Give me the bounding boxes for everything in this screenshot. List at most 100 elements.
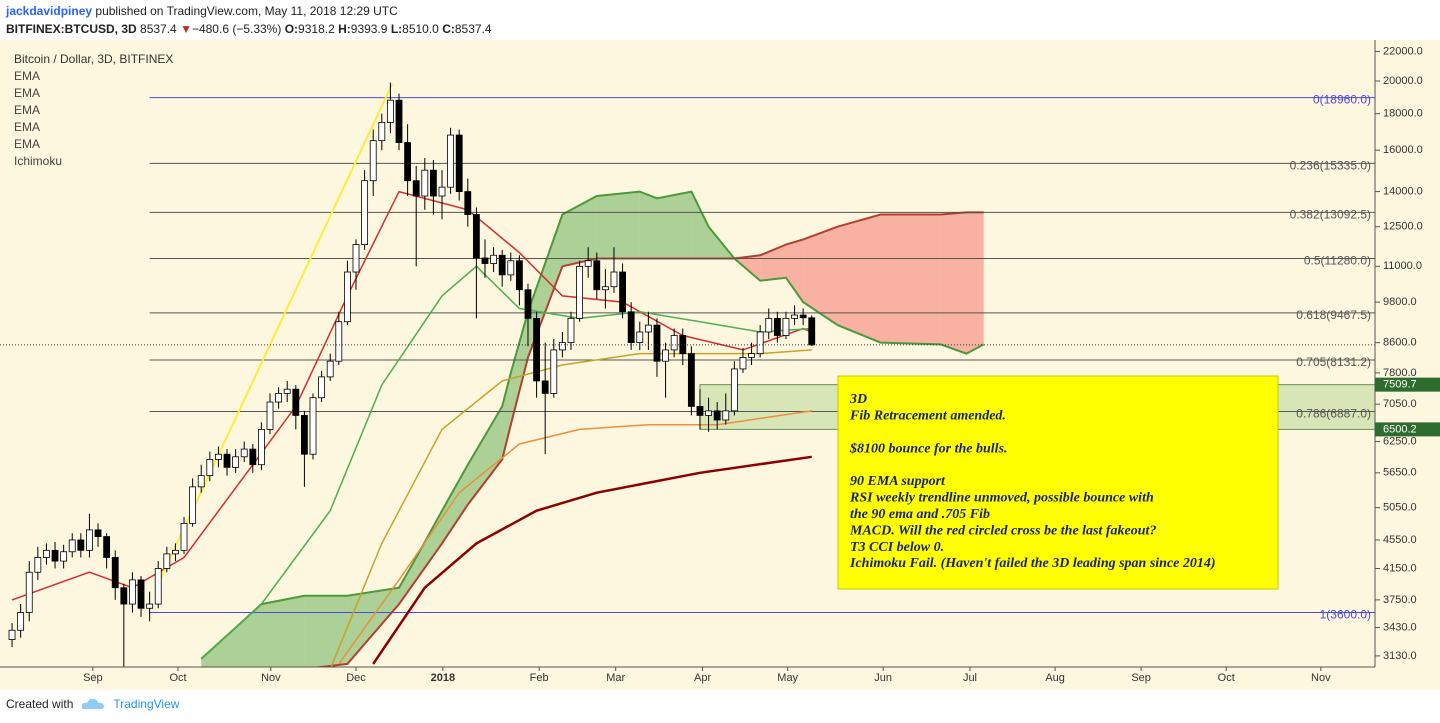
candle-body <box>644 324 652 333</box>
candle-body <box>343 271 351 323</box>
candle-body <box>610 271 618 288</box>
x-tick-label: Feb <box>530 672 549 684</box>
candle-body <box>94 529 102 537</box>
candle-body <box>472 214 480 259</box>
fib-label: 0.786(6887.0) <box>1296 407 1371 421</box>
last: 8537.4 <box>140 22 177 36</box>
candle-body <box>17 612 25 631</box>
candle-body <box>576 265 583 319</box>
cloud <box>304 595 348 667</box>
candle-body <box>43 549 50 558</box>
candle-body <box>240 448 248 458</box>
candle-body <box>438 186 446 197</box>
candle-body <box>421 169 429 197</box>
candle-body <box>369 140 377 182</box>
x-tick-label: May <box>777 672 798 684</box>
zone-label: 6500.2 <box>1383 423 1417 435</box>
annotation-line: Ichimoku Fail. (Haven't failed the 3D le… <box>849 556 1216 571</box>
zone-label-bg <box>1375 422 1440 437</box>
y-tick-label: 3430.0 <box>1383 621 1417 633</box>
fib-label: 1(3600.0) <box>1320 608 1371 622</box>
candle-body <box>791 314 798 319</box>
ema-line <box>200 265 812 660</box>
cloud <box>398 557 417 605</box>
candle-body <box>180 522 188 551</box>
candle-body <box>361 180 369 245</box>
legend-entry: EMA <box>14 103 40 117</box>
annotation-line: $8100 bounce for the bulls. <box>849 441 1008 456</box>
h: 9393.9 <box>350 22 388 36</box>
candle-body <box>163 553 171 569</box>
symbol: BITFINEX:BTCUSD, 3D <box>6 22 137 36</box>
candle-body <box>77 539 85 551</box>
o: 9318.2 <box>298 22 335 36</box>
cloud <box>596 191 640 259</box>
candle-body <box>68 539 76 553</box>
author[interactable]: jackdavidpiney <box>6 4 93 18</box>
candle-body <box>696 406 704 416</box>
legend-entry: EMA <box>14 120 40 134</box>
candle-body <box>619 271 626 313</box>
y-tick-label: 3750.0 <box>1383 594 1417 606</box>
x-tick-label: Aug <box>1045 672 1065 684</box>
span-a <box>200 190 985 660</box>
candle-body <box>335 321 343 362</box>
fib-label: 0(18960.0) <box>1313 93 1371 107</box>
candle-body <box>275 393 283 403</box>
candle-body <box>464 191 472 215</box>
candle-body <box>8 629 16 640</box>
cloud <box>837 214 881 343</box>
candle-body <box>129 579 136 605</box>
candle-body <box>490 254 497 264</box>
candle-body <box>266 401 274 430</box>
candle-body <box>352 244 360 273</box>
candle-body <box>137 579 145 609</box>
logo <box>82 698 105 709</box>
x-tick-label: Mar <box>606 672 625 684</box>
candle-body <box>748 353 755 358</box>
candle-body <box>189 486 197 524</box>
y-tick-label: 5050.0 <box>1383 502 1417 514</box>
candle-body <box>705 410 712 416</box>
candle-body <box>404 142 412 182</box>
header-line: BITFINEX:BTCUSD, 3D 8537.4 ▼−480.6 (−5.3… <box>6 20 492 38</box>
candle-body <box>172 549 179 555</box>
candle-body <box>739 356 747 370</box>
legend-entry: EMA <box>14 69 40 83</box>
candle-body <box>756 331 764 355</box>
y-tick-label: 11000.0 <box>1383 260 1422 272</box>
candle-body <box>679 335 687 355</box>
x-tick-label: Oct <box>1218 672 1235 684</box>
brand[interactable]: TradingView <box>113 697 180 711</box>
zone-label-bg <box>1375 377 1440 392</box>
arrow: ▼ <box>180 22 192 36</box>
cloud <box>880 214 941 345</box>
candle-body <box>292 388 300 416</box>
candle-body <box>773 317 781 336</box>
candle-body <box>34 557 42 573</box>
candle-body <box>25 571 33 613</box>
candle-body <box>713 410 721 421</box>
fib-label: 0.618(9467.5) <box>1296 308 1371 322</box>
candle-body <box>232 456 240 468</box>
candle-body <box>533 317 540 382</box>
y-tick-label: 8600.0 <box>1383 337 1417 349</box>
candle-body <box>120 587 128 605</box>
cloud <box>347 587 399 664</box>
cloud <box>639 191 657 259</box>
annotation-line: MACD. Will the red circled cross be the … <box>849 523 1156 538</box>
y-tick-label: 14000.0 <box>1383 185 1423 197</box>
candle-body <box>429 169 437 197</box>
x-tick-label: Apr <box>694 672 711 684</box>
o-label: O: <box>284 22 299 36</box>
annotation-box <box>837 375 1279 590</box>
y-tick-label: 5650.0 <box>1383 467 1417 479</box>
chart: Bitcoin / Dollar, 3D, BITFINEX 22000.0 20… <box>0 40 1440 690</box>
x-tick-label: Sep <box>83 672 103 684</box>
x-tick-label: Dec <box>346 672 366 684</box>
candle-body <box>799 314 807 319</box>
candle-body <box>223 453 231 468</box>
candle-body <box>447 134 455 188</box>
x-tick-label: Oct <box>169 672 186 684</box>
